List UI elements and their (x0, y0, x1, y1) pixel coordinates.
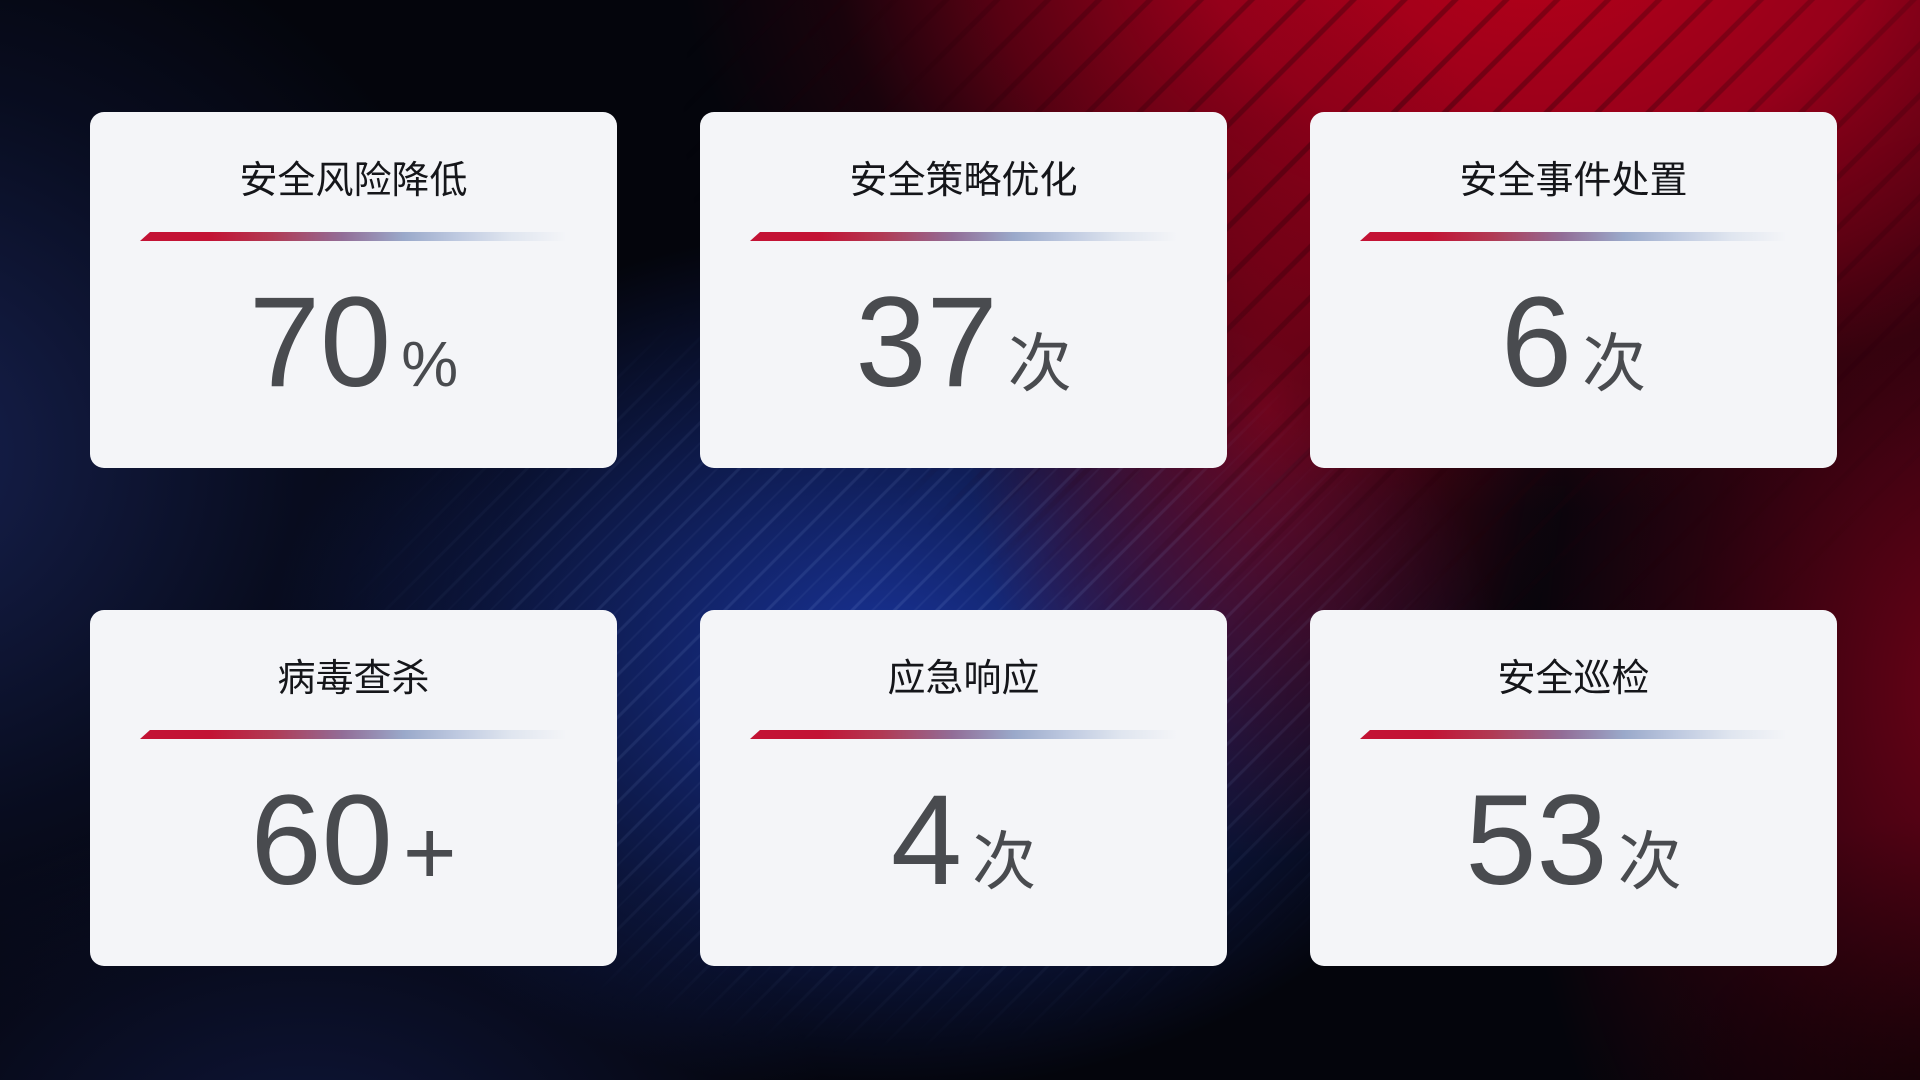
stat-unit: % (401, 328, 459, 400)
stat-card-security-inspection: 安全巡检 53 次 (1310, 610, 1837, 966)
stat-value: 70 (248, 271, 392, 414)
stat-card-virus-scan: 病毒查杀 60 + (90, 610, 617, 966)
stat-value-row: 6 次 (1310, 269, 1837, 416)
stat-unit: 次 (1007, 328, 1072, 400)
stat-unit: 次 (972, 826, 1037, 898)
gradient-divider (750, 730, 1190, 739)
stat-unit: + (402, 802, 457, 904)
stat-value: 37 (855, 271, 998, 414)
stat-value: 6 (1500, 271, 1573, 414)
card-title: 应急响应 (887, 658, 1040, 700)
stat-value-row: 53 次 (1310, 767, 1837, 914)
stat-value: 60 (250, 769, 393, 912)
gradient-divider (1360, 730, 1800, 739)
stat-value-row: 37 次 (700, 269, 1227, 416)
stat-unit: 次 (1617, 826, 1682, 898)
card-title: 病毒查杀 (277, 658, 430, 700)
gradient-divider (140, 232, 580, 241)
stat-card-policy-optimization: 安全策略优化 37 次 (700, 112, 1227, 468)
gradient-divider (1360, 232, 1800, 241)
card-title: 安全巡检 (1497, 658, 1650, 700)
stat-value-row: 4 次 (700, 767, 1227, 914)
card-title: 安全策略优化 (849, 160, 1078, 202)
stat-card-incident-handling: 安全事件处置 6 次 (1310, 112, 1837, 468)
stat-value-row: 70 % (90, 269, 617, 416)
stat-unit: 次 (1582, 328, 1647, 400)
card-title: 安全事件处置 (1459, 160, 1688, 202)
gradient-divider (140, 730, 580, 739)
gradient-divider (750, 232, 1190, 241)
kpi-grid: 安全风险降低 70 % 安全策略优化 37 次 安全事件处置 6 次 病毒查杀 … (90, 112, 1837, 966)
card-title: 安全风险降低 (239, 160, 468, 202)
stat-value: 53 (1465, 769, 1608, 912)
stat-value-row: 60 + (90, 767, 617, 914)
stat-card-emergency-response: 应急响应 4 次 (700, 610, 1227, 966)
stat-card-security-risk: 安全风险降低 70 % (90, 112, 617, 468)
stat-value: 4 (890, 769, 963, 912)
